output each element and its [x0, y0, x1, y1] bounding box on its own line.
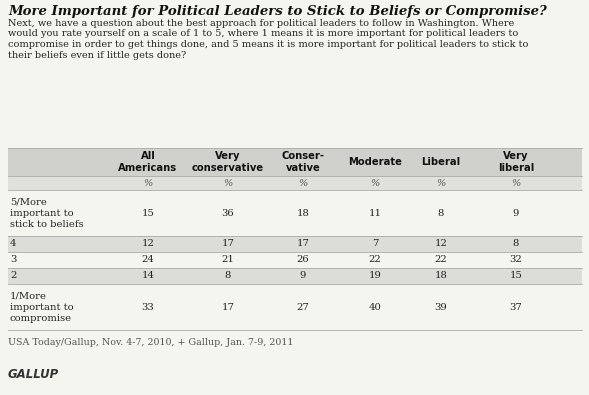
- Bar: [8, 176, 582, 190]
- Text: 39: 39: [435, 303, 448, 312]
- Text: 9: 9: [513, 209, 519, 218]
- Text: 33: 33: [141, 303, 154, 312]
- Text: 9: 9: [300, 271, 306, 280]
- Text: 17: 17: [221, 303, 234, 312]
- Text: Moderate: Moderate: [348, 157, 402, 167]
- Text: %: %: [370, 179, 380, 188]
- Text: 15: 15: [509, 271, 522, 280]
- Bar: [8, 236, 582, 252]
- Text: Very
liberal: Very liberal: [498, 151, 534, 173]
- Text: 37: 37: [509, 303, 522, 312]
- Text: GALLUP: GALLUP: [8, 368, 59, 381]
- Text: 17: 17: [221, 239, 234, 248]
- Text: 24: 24: [141, 256, 154, 265]
- Text: 32: 32: [509, 256, 522, 265]
- Text: 11: 11: [369, 209, 382, 218]
- Text: would you rate yourself on a scale of 1 to 5, where 1 means it is more important: would you rate yourself on a scale of 1 …: [8, 30, 518, 38]
- Text: %: %: [436, 179, 446, 188]
- Text: 15: 15: [141, 209, 154, 218]
- Text: 22: 22: [369, 256, 381, 265]
- Text: 5/More
important to
stick to beliefs: 5/More important to stick to beliefs: [10, 198, 84, 229]
- Text: Liberal: Liberal: [422, 157, 461, 167]
- Bar: [8, 268, 582, 284]
- Text: 8: 8: [513, 239, 519, 248]
- Text: 17: 17: [297, 239, 309, 248]
- Text: %: %: [223, 179, 233, 188]
- Text: 27: 27: [297, 303, 309, 312]
- Text: %: %: [299, 179, 307, 188]
- Text: Very
conservative: Very conservative: [192, 151, 264, 173]
- Bar: [8, 284, 582, 330]
- Text: 2: 2: [10, 271, 16, 280]
- Bar: [8, 190, 582, 236]
- Text: compromise in order to get things done, and 5 means it is more important for pol: compromise in order to get things done, …: [8, 40, 528, 49]
- Bar: [8, 252, 582, 268]
- Text: 36: 36: [221, 209, 234, 218]
- Text: 22: 22: [435, 256, 448, 265]
- Text: %: %: [511, 179, 521, 188]
- Text: %: %: [143, 179, 153, 188]
- Text: 14: 14: [141, 271, 154, 280]
- Text: 4: 4: [10, 239, 16, 248]
- Text: 19: 19: [369, 271, 382, 280]
- Text: All
Americans: All Americans: [118, 151, 177, 173]
- Text: 40: 40: [369, 303, 382, 312]
- Bar: [8, 148, 582, 176]
- Text: 8: 8: [225, 271, 231, 280]
- Text: 7: 7: [372, 239, 378, 248]
- Text: More Important for Political Leaders to Stick to Beliefs or Compromise?: More Important for Political Leaders to …: [8, 5, 547, 18]
- Text: 12: 12: [141, 239, 154, 248]
- Text: 3: 3: [10, 256, 16, 265]
- Text: Next, we have a question about the best approach for political leaders to follow: Next, we have a question about the best …: [8, 19, 514, 28]
- Text: USA Today/Gallup, Nov. 4-7, 2010, + Gallup, Jan. 7-9, 2011: USA Today/Gallup, Nov. 4-7, 2010, + Gall…: [8, 338, 293, 347]
- Text: 18: 18: [435, 271, 448, 280]
- Text: Conser-
vative: Conser- vative: [282, 151, 325, 173]
- Text: 8: 8: [438, 209, 444, 218]
- Text: 1/More
important to
compromise: 1/More important to compromise: [10, 292, 74, 323]
- Text: 26: 26: [297, 256, 309, 265]
- Text: their beliefs even if little gets done?: their beliefs even if little gets done?: [8, 51, 186, 60]
- Text: 18: 18: [297, 209, 309, 218]
- Text: 21: 21: [221, 256, 234, 265]
- Text: 12: 12: [435, 239, 448, 248]
